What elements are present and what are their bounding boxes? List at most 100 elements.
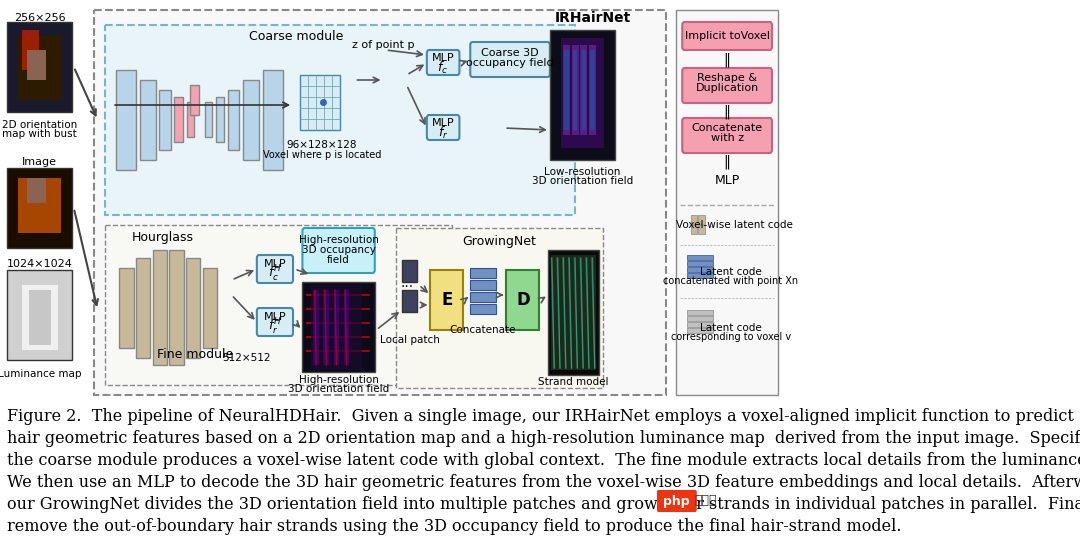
Bar: [573, 50, 578, 130]
Bar: [323, 290, 329, 365]
Bar: [591, 50, 595, 130]
Text: 512×512: 512×512: [221, 353, 270, 363]
Bar: [582, 50, 586, 130]
Text: IRHairNet: IRHairNet: [555, 11, 632, 25]
Text: Reshape &: Reshape &: [697, 73, 757, 83]
FancyBboxPatch shape: [302, 228, 375, 273]
Bar: [8, 22, 72, 112]
Text: High-resolution: High-resolution: [299, 375, 378, 385]
Text: occupancy field: occupancy field: [467, 58, 554, 68]
FancyBboxPatch shape: [427, 50, 459, 75]
Text: ‖: ‖: [724, 105, 730, 119]
Bar: [470, 292, 496, 302]
Text: ‖: ‖: [724, 53, 730, 67]
Bar: [698, 225, 704, 234]
Text: concatenated with point Xn: concatenated with point Xn: [663, 276, 798, 286]
Text: ...: ...: [400, 276, 414, 290]
Text: corresponding to voxel v: corresponding to voxel v: [671, 332, 791, 342]
Text: 中文网: 中文网: [694, 495, 717, 507]
Text: 3D orientation field: 3D orientation field: [288, 384, 389, 394]
FancyBboxPatch shape: [470, 42, 550, 77]
Bar: [687, 273, 713, 278]
FancyBboxPatch shape: [683, 22, 772, 50]
Text: Latent code: Latent code: [700, 323, 761, 333]
Text: our GrowingNet divides the 3D orientation field into multiple patches and grows : our GrowingNet divides the 3D orientatio…: [8, 496, 1080, 513]
Bar: [687, 255, 713, 260]
Bar: [18, 35, 62, 100]
FancyBboxPatch shape: [683, 68, 772, 103]
Bar: [159, 90, 171, 150]
Text: 3D occupancy: 3D occupancy: [301, 245, 376, 255]
Bar: [687, 316, 713, 321]
Bar: [187, 102, 194, 137]
Text: $f_c^H$: $f_c^H$: [268, 264, 282, 284]
Text: $f_r$: $f_r$: [437, 125, 448, 141]
Bar: [170, 250, 184, 365]
Bar: [507, 270, 539, 330]
Text: 3D orientation field: 3D orientation field: [531, 176, 633, 186]
Text: MLP: MLP: [432, 53, 454, 63]
Bar: [691, 225, 698, 234]
Bar: [27, 30, 33, 70]
Text: php: php: [663, 495, 690, 507]
Polygon shape: [300, 65, 348, 75]
Bar: [18, 178, 62, 233]
Bar: [190, 85, 199, 115]
Bar: [243, 80, 259, 160]
Text: Low-resolution: Low-resolution: [544, 167, 621, 177]
Bar: [203, 268, 217, 348]
Bar: [402, 290, 418, 312]
FancyBboxPatch shape: [257, 255, 293, 283]
Bar: [580, 45, 588, 135]
Text: 1024×1024: 1024×1024: [6, 259, 72, 269]
Bar: [334, 290, 339, 365]
Text: Voxel-wise latent code: Voxel-wise latent code: [676, 220, 793, 230]
Bar: [561, 38, 604, 148]
Polygon shape: [694, 168, 759, 192]
Bar: [470, 268, 496, 278]
Bar: [262, 70, 283, 170]
Bar: [563, 45, 570, 135]
Bar: [687, 322, 713, 327]
Text: Latent code: Latent code: [700, 267, 761, 277]
Bar: [313, 290, 319, 365]
Text: remove the out-of-boundary hair strands using the 3D occupancy field to produce : remove the out-of-boundary hair strands …: [8, 518, 902, 535]
Text: MLP: MLP: [264, 312, 286, 322]
Text: Image: Image: [23, 157, 57, 167]
Bar: [691, 215, 698, 224]
Text: field: field: [327, 255, 350, 265]
Bar: [698, 215, 704, 224]
Bar: [205, 102, 212, 137]
Bar: [687, 261, 713, 266]
Bar: [8, 270, 72, 360]
Bar: [549, 250, 599, 375]
Bar: [27, 178, 45, 203]
Text: Concatenate: Concatenate: [691, 123, 762, 133]
Text: the coarse module produces a voxel-wise latent code with global context.  The fi: the coarse module produces a voxel-wise …: [8, 452, 1080, 469]
Text: Strand model: Strand model: [539, 377, 609, 387]
Text: ‖: ‖: [724, 155, 730, 170]
Text: GrowingNet: GrowingNet: [462, 235, 536, 249]
Bar: [687, 328, 713, 333]
Bar: [396, 228, 603, 388]
Text: Concatenate: Concatenate: [449, 325, 516, 335]
Bar: [589, 45, 596, 135]
Bar: [29, 290, 51, 345]
Bar: [431, 270, 463, 330]
Text: Implicit toVoxel: Implicit toVoxel: [685, 31, 770, 41]
Text: $f_c$: $f_c$: [437, 60, 448, 76]
Bar: [120, 268, 134, 348]
Text: map with bust: map with bust: [2, 129, 77, 139]
Bar: [216, 97, 225, 142]
Bar: [470, 304, 496, 314]
Text: Fine module: Fine module: [158, 348, 233, 362]
Bar: [33, 30, 39, 70]
Bar: [22, 285, 58, 350]
Text: Hourglass: Hourglass: [132, 230, 193, 244]
Text: $f_r^H$: $f_r^H$: [268, 317, 282, 337]
Bar: [687, 267, 713, 272]
Text: MLP: MLP: [264, 259, 286, 269]
Bar: [27, 50, 45, 80]
Bar: [94, 10, 665, 395]
Text: Voxel where p is located: Voxel where p is located: [262, 150, 381, 160]
